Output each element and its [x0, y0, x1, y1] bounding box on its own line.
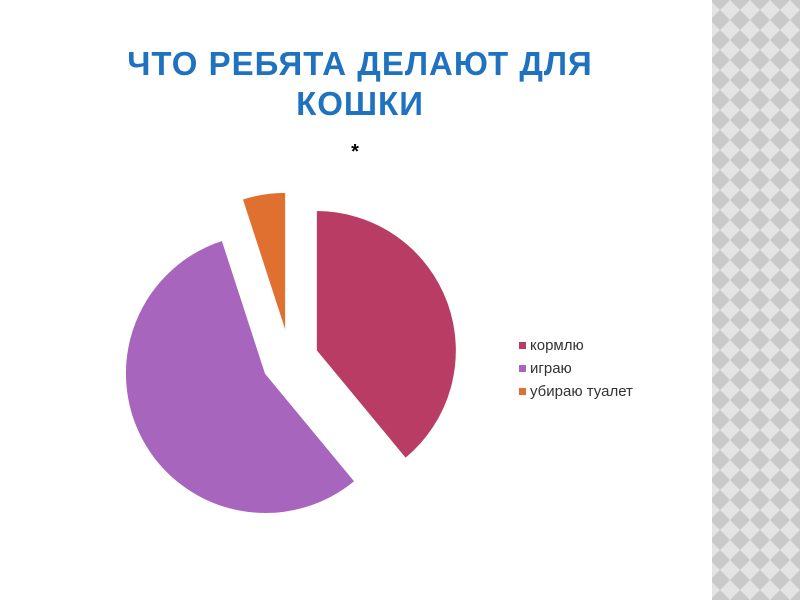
pie-slice: [124, 239, 356, 514]
legend-swatch: [519, 388, 526, 395]
chart-title: ЧТО РЕБЯТА ДЕЛАЮТ ДЛЯ КОШКИ: [127, 45, 593, 122]
legend-label: убираю туалет: [530, 383, 633, 400]
legend-swatch: [519, 365, 526, 372]
legend-label: кормлю: [530, 337, 584, 354]
pie-slice: [241, 191, 287, 333]
pie-slice: [315, 210, 457, 460]
chart-subtitle: *: [351, 141, 359, 163]
legend-swatch: [519, 342, 526, 349]
legend-label: играю: [530, 360, 572, 377]
side-strip: [712, 0, 800, 600]
